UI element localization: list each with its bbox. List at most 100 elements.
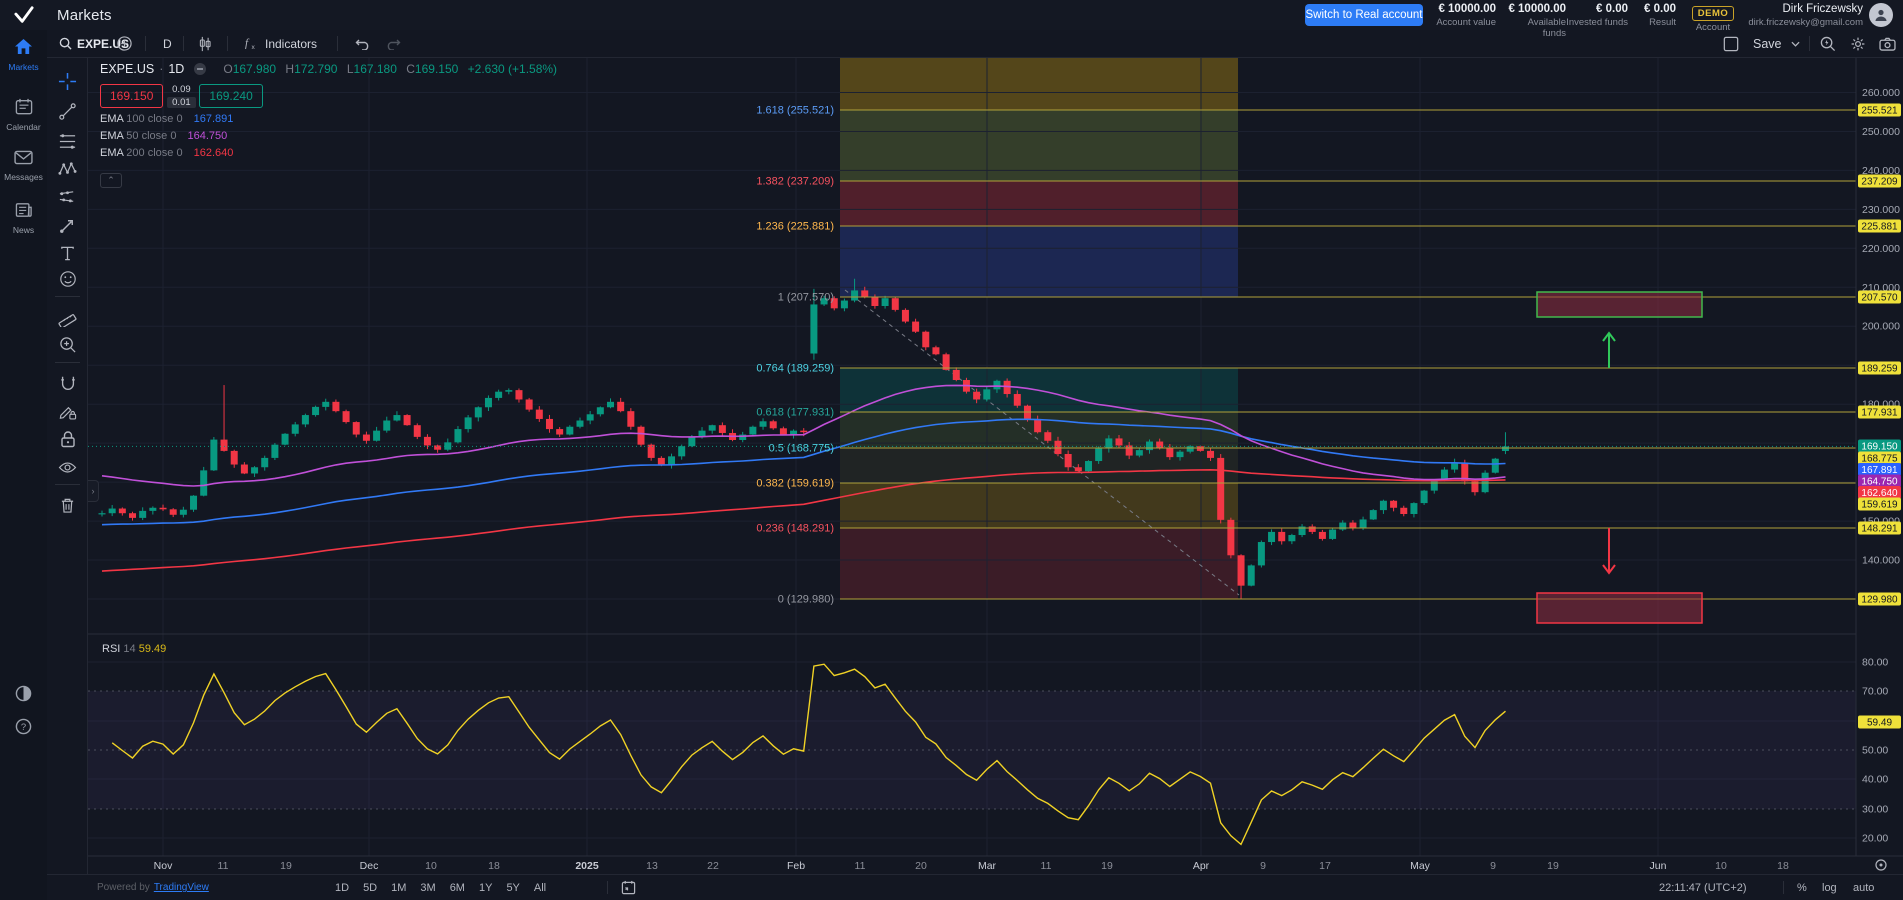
arrow-up-marker[interactable]: [1602, 331, 1616, 368]
rsi-line[interactable]: [111, 663, 1506, 846]
clock-timezone-button[interactable]: 22:11:47 (UTC+2): [1659, 881, 1747, 894]
screenshot-button[interactable]: [1879, 30, 1896, 57]
legend-separator: ·: [159, 62, 164, 76]
ohlc-close-key: C: [406, 62, 415, 76]
auto-scale-button[interactable]: auto: [1853, 881, 1875, 894]
layout-button[interactable]: [1723, 30, 1739, 57]
collapse-legend-button[interactable]: ⌃: [100, 173, 122, 188]
redo-button[interactable]: [385, 30, 401, 57]
svg-text:159.619: 159.619: [1861, 500, 1898, 511]
app-logo[interactable]: [0, 0, 47, 30]
undo-button[interactable]: [355, 30, 371, 57]
app-sidebar: Markets Calendar Messages: [0, 30, 47, 900]
theme-toggle-button[interactable]: [0, 685, 47, 707]
trash-icon: [61, 498, 74, 513]
tradingview-link[interactable]: TradingView: [153, 882, 209, 893]
ema-200-line[interactable]: [101, 468, 1506, 572]
percent-scale-button[interactable]: %: [1797, 881, 1807, 894]
stat-label: Result: [1649, 17, 1676, 28]
arrow-marker-icon: [60, 219, 73, 233]
symbol-name: EXPE.US: [77, 36, 130, 51]
trend-line-tool-button[interactable]: [47, 98, 88, 124]
sidebar-item-markets[interactable]: Markets: [0, 38, 47, 72]
chart-canvas[interactable]: 1.618 (255.521) 1.382 (237.209) 1.236 (225…: [88, 58, 1903, 874]
object-tree-expand-tab[interactable]: ›: [88, 480, 99, 502]
svg-text:Mar: Mar: [978, 860, 997, 872]
ohlc-values: O167.980 H172.790 L167.180 C169.150 +2.6…: [217, 62, 557, 76]
user-info[interactable]: Dirk Friczewsky dirk.friczewsky@gmail.co…: [1745, 3, 1863, 28]
indicator-params: 50 close 0: [126, 130, 177, 142]
svg-text:1.236 (225.881): 1.236 (225.881): [756, 221, 834, 233]
drawing-mode-lock-button[interactable]: [47, 398, 88, 424]
buy-button[interactable]: 169.240: [199, 84, 263, 108]
text-tool-button[interactable]: [47, 240, 88, 266]
scroll-to-realtime-icon[interactable]: [1875, 859, 1887, 871]
go-to-date-button[interactable]: [621, 875, 636, 900]
range-button-6m[interactable]: 6M: [449, 881, 465, 894]
indicators-button[interactable]: f x Indicators: [243, 30, 317, 57]
svg-text:17: 17: [1319, 860, 1331, 872]
forecast-tool-button[interactable]: [47, 184, 88, 210]
smiley-icon: [59, 271, 76, 287]
magnet-tool-button[interactable]: [47, 370, 88, 396]
range-button-1m[interactable]: 1M: [391, 881, 407, 894]
svg-text:148.291: 148.291: [1861, 524, 1898, 535]
price-zone-box-top[interactable]: [1536, 291, 1703, 318]
range-button-1y[interactable]: 1Y: [478, 881, 493, 894]
indicator-legend-ema50[interactable]: EMA 50 close 0 164.750: [100, 130, 557, 142]
switch-to-real-account-button[interactable]: Switch to Real account: [1305, 4, 1423, 26]
pattern-tool-button[interactable]: [47, 156, 88, 182]
arrow-marker-tool-button[interactable]: [47, 212, 88, 238]
save-menu-chevron[interactable]: [1791, 30, 1800, 57]
drawing-shapes[interactable]: [1536, 291, 1703, 624]
fib-trend-line[interactable]: [844, 289, 1240, 596]
time-axis[interactable]: Nov 11 19 Dec 10 18 2025 13 22 Feb 11 20 Mar 11 19 Apr 9…: [88, 855, 1903, 874]
crosshair-tool-button[interactable]: [47, 68, 88, 94]
arrow-down-marker[interactable]: [1602, 528, 1616, 575]
measure-tool-button[interactable]: [47, 304, 88, 330]
avatar[interactable]: [1869, 3, 1893, 27]
rsi-legend[interactable]: RSI 14 59.49: [102, 643, 166, 655]
sidebar-item-calendar[interactable]: Calendar: [0, 98, 47, 132]
compare-add-symbol-button[interactable]: [117, 30, 132, 57]
fib-retracement-tool-button[interactable]: [47, 128, 88, 154]
svg-text:0.5 (168.775): 0.5 (168.775): [769, 443, 834, 455]
hide-series-icon[interactable]: [193, 62, 207, 76]
chart-style-button[interactable]: [197, 30, 213, 57]
emoji-tool-button[interactable]: [47, 266, 88, 292]
chart-legend: EXPE.US · 1D O167.980 H172.790 L167.180 …: [100, 62, 557, 188]
help-button[interactable]: ?: [0, 718, 47, 740]
svg-text:225.881: 225.881: [1861, 222, 1898, 233]
range-button-3m[interactable]: 3M: [420, 881, 436, 894]
zoom-in-tool-button[interactable]: [47, 332, 88, 358]
sell-button[interactable]: 169.150: [100, 84, 164, 108]
svg-text:x: x: [252, 44, 256, 51]
interval-button[interactable]: D: [163, 36, 172, 51]
range-button-5y[interactable]: 5Y: [506, 881, 520, 894]
indicator-legend-ema100[interactable]: EMA 100 close 0 167.891: [100, 113, 557, 125]
ohlc-open-value: 167.980: [232, 62, 277, 76]
range-button-5d[interactable]: 5D: [363, 881, 378, 894]
save-button[interactable]: Save: [1753, 36, 1782, 51]
sidebar-item-messages[interactable]: Messages: [0, 150, 47, 182]
svg-text:13: 13: [646, 860, 658, 872]
range-button-all[interactable]: All: [533, 881, 547, 894]
quick-search-button[interactable]: [1820, 30, 1836, 57]
settings-button[interactable]: [1850, 30, 1866, 57]
stat-account-value: € 10000.00 Account value: [1434, 3, 1496, 28]
svg-text:255.521: 255.521: [1861, 106, 1898, 117]
symbol-legend-row[interactable]: EXPE.US · 1D O167.980 H172.790 L167.180 …: [100, 62, 557, 76]
hide-all-drawings-button[interactable]: [47, 454, 88, 480]
ema-100-line[interactable]: [101, 418, 1506, 526]
price-zone-box-bottom[interactable]: [1536, 592, 1703, 624]
range-button-1d[interactable]: 1D: [335, 881, 350, 894]
fib-retracement-levels[interactable]: 1.618 (255.521) 1.382 (237.209) 1.236 (225…: [756, 105, 1856, 606]
symbol-search-button[interactable]: EXPE.US: [59, 30, 129, 57]
svg-text:Jun: Jun: [1650, 860, 1667, 872]
lock-all-drawings-button[interactable]: [47, 426, 88, 452]
log-scale-button[interactable]: log: [1822, 881, 1837, 894]
sidebar-item-news[interactable]: News: [0, 202, 47, 235]
indicator-legend-ema200[interactable]: EMA 200 close 0 162.640: [100, 147, 557, 159]
remove-drawings-button[interactable]: [47, 492, 88, 518]
